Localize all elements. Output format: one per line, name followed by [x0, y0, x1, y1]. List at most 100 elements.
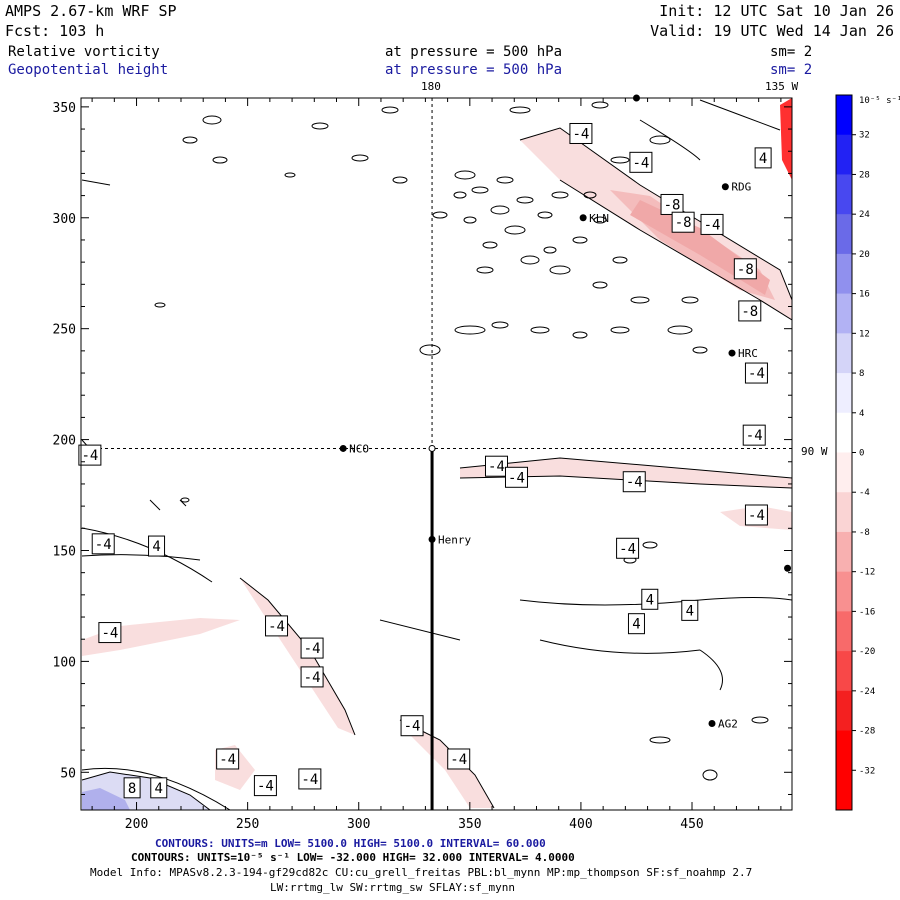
colorbar-swatch — [836, 651, 852, 692]
valid-time: Valid: 19 UTC Wed 14 Jan 26 — [650, 22, 894, 40]
contour-line — [699, 99, 781, 131]
contour-value-label: -4 — [744, 504, 768, 526]
svg-text:8: 8 — [128, 781, 136, 797]
station-label: RDG — [731, 181, 751, 194]
contour-loop — [509, 106, 531, 114]
contour-loop — [284, 172, 296, 178]
contour-loop — [692, 346, 708, 354]
colorbar-tick-label: 4 — [859, 409, 864, 419]
contour-value-label: -4 — [216, 748, 240, 770]
station-marker — [428, 535, 436, 543]
colorbar-swatch — [836, 730, 852, 771]
svg-text:-8: -8 — [737, 262, 754, 278]
contour-lines — [81, 99, 792, 810]
colorbar-tick-label: 12 — [859, 329, 870, 339]
contour-loop — [381, 106, 399, 114]
svg-text:4: 4 — [759, 151, 767, 167]
y-tick-label: 250 — [53, 323, 76, 338]
contour-value-label: -4 — [253, 775, 277, 797]
colorbar-unit: 10⁻⁵ s⁻¹ — [859, 96, 900, 106]
svg-text:-4: -4 — [219, 752, 236, 768]
negative-patch-corner — [780, 98, 792, 180]
svg-text:4: 4 — [686, 603, 694, 619]
shaded-regions — [82, 98, 792, 810]
top-longitude-label: 180 — [421, 80, 441, 93]
contour-value-label: 4 — [148, 535, 166, 557]
contour-value-label: 4 — [150, 777, 168, 799]
contour-line — [559, 179, 792, 321]
init-time: Init: 12 UTC Sat 10 Jan 26 — [659, 2, 894, 20]
contour-loop — [610, 326, 630, 334]
contour-loop — [583, 191, 597, 199]
contour-value-label: -4 — [298, 768, 322, 790]
svg-text:4: 4 — [155, 781, 163, 797]
station-marker — [708, 719, 716, 727]
colorbar-tick-label: 0 — [859, 449, 864, 459]
svg-text:-4: -4 — [508, 470, 525, 486]
field2-smoothing: sm= 2 — [770, 62, 813, 78]
colorbar-tick-label: 20 — [859, 250, 870, 260]
svg-text:-4: -4 — [301, 772, 318, 788]
contour-value-label: -4 — [622, 471, 646, 493]
colorbar-tick-label: -12 — [859, 568, 875, 578]
plot-frame — [80, 97, 793, 811]
contour-loop — [496, 176, 514, 184]
colorbar-swatch — [836, 253, 852, 295]
contour-value-label: -4 — [400, 715, 424, 737]
contour-loop — [591, 101, 609, 109]
station-marker — [339, 444, 347, 452]
crosshair-point — [428, 444, 436, 452]
negative-ridge-1 — [240, 578, 355, 735]
positive-core-blue — [82, 788, 130, 810]
contour-loop — [504, 225, 526, 235]
contour-loop — [490, 205, 510, 215]
contour-value-label: 4 — [681, 599, 699, 621]
field1-name: Relative vorticity — [8, 44, 160, 60]
x-tick-label: 250 — [236, 817, 259, 832]
field2-level: at pressure = 500 hPa — [385, 62, 563, 78]
colorbar-tick-label: -8 — [859, 528, 870, 538]
colorbar-tick-label: -4 — [859, 488, 870, 498]
colorbar-tick-label: 32 — [859, 131, 870, 141]
x-tick-label: 300 — [347, 817, 370, 832]
svg-text:-4: -4 — [748, 366, 765, 382]
contour-value-label: -4 — [629, 151, 653, 173]
svg-text:-4: -4 — [619, 541, 636, 557]
x-tick-label: 350 — [458, 817, 481, 832]
station-markers: RDG KLN HRC NCO Henry AG2 — [339, 94, 792, 730]
footer-vorticity-contours: CONTOURS: UNITS=10⁻⁵ s⁻¹ LOW= -32.000 HI… — [131, 851, 575, 864]
station-marker — [579, 214, 587, 222]
contour-loop — [630, 296, 650, 304]
svg-text:-4: -4 — [101, 626, 118, 642]
contour-line — [149, 499, 187, 511]
svg-text:-8: -8 — [664, 197, 681, 213]
contour-value-label: 8 — [123, 777, 141, 799]
svg-text:-4: -4 — [268, 619, 285, 635]
contour-loop — [572, 236, 588, 244]
svg-text:-4: -4 — [257, 779, 274, 795]
colorbar-tick-label: 8 — [859, 369, 864, 379]
colorbar-swatch — [836, 333, 852, 374]
top-right-longitude-label: 135 W — [765, 80, 799, 93]
svg-text:-4: -4 — [632, 155, 649, 171]
y-tick-label: 350 — [53, 101, 76, 116]
field1-level: at pressure = 500 hPa — [385, 44, 563, 60]
colorbar-swatch — [836, 452, 852, 493]
contour-value-label: -4 — [265, 615, 289, 637]
x-tick-label: 400 — [569, 817, 592, 832]
contour-loop — [593, 216, 607, 224]
negative-ridge-2 — [400, 720, 494, 808]
contour-value-label: -8 — [738, 300, 762, 322]
y-tick-label: 200 — [53, 434, 76, 449]
footer-physics-info: LW:rrtmg_lw SW:rrtmg_sw SFLAY:sf_mynn — [270, 881, 516, 894]
colorbar-swatch — [836, 611, 852, 652]
colorbar-swatch — [836, 412, 852, 453]
x-tick-label: 450 — [680, 817, 703, 832]
contour-line — [81, 767, 231, 810]
contour-value-label: -8 — [671, 211, 695, 233]
contour-value-label: -4 — [700, 213, 724, 235]
contour-loop — [530, 326, 550, 334]
contour-loop — [610, 156, 630, 164]
